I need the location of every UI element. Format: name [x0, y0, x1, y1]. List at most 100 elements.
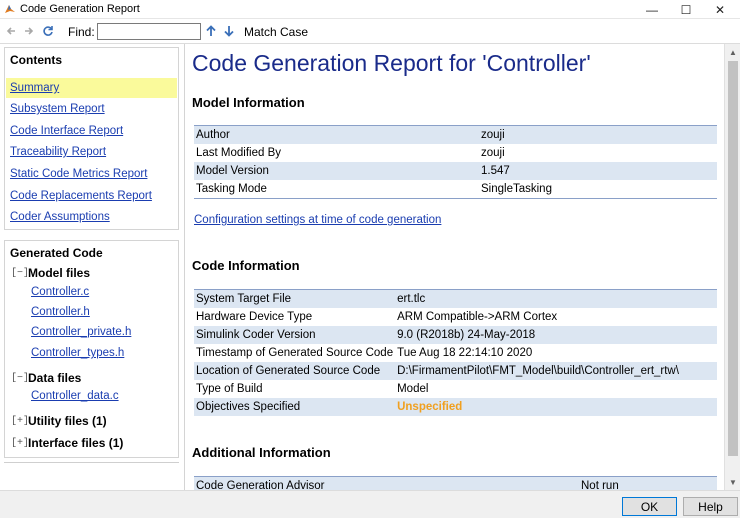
find-previous-button[interactable]	[203, 23, 219, 39]
help-button[interactable]: Help	[683, 497, 738, 516]
table-top-rule	[194, 476, 717, 477]
arrow-down-icon	[224, 26, 234, 37]
table-row: Simulink Coder Version 9.0 (R2018b) 24-M…	[194, 326, 717, 344]
match-case-toggle[interactable]: Match Case	[244, 25, 309, 39]
scroll-thumb[interactable]	[728, 61, 738, 456]
row-label: Author	[194, 126, 479, 144]
report-title: Code Generation Report for 'Controller'	[192, 50, 591, 76]
refresh-button[interactable]	[40, 23, 56, 39]
toolbar: Find: Match Case	[0, 20, 740, 44]
generated-code-panel: Generated Code [−] Model files Controlle…	[4, 240, 179, 458]
tree-label-data-files: Data files	[28, 371, 82, 385]
table-row: Location of Generated Source Code D:\Fir…	[194, 362, 717, 380]
nav-link-coder-assumptions[interactable]: Coder Assumptions	[10, 211, 110, 223]
tree-label-utility-files: Utility files (1)	[28, 414, 107, 428]
close-button[interactable]: ✕	[703, 0, 737, 19]
nav-link-summary[interactable]: Summary	[10, 82, 60, 94]
configuration-settings-link[interactable]: Configuration settings at time of code g…	[194, 214, 442, 226]
row-value: zouji	[481, 147, 505, 159]
ok-button[interactable]: OK	[622, 497, 677, 516]
table-row: Author zouji	[194, 126, 717, 144]
table-row: Code Generation Advisor Not run	[194, 477, 717, 490]
row-label: Location of Generated Source Code	[194, 362, 396, 380]
utility-files-expand-toggle[interactable]: [+]	[11, 416, 30, 427]
table-top-rule	[194, 125, 717, 126]
generated-code-title: Generated Code	[10, 246, 103, 260]
scroll-down-icon[interactable]: ▼	[729, 477, 737, 487]
row-value: Model	[397, 383, 429, 395]
dialog-button-bar: OK Help	[0, 490, 740, 518]
maximize-button[interactable]: ☐	[669, 0, 703, 19]
additional-information-heading: Additional Information	[192, 445, 331, 460]
forward-button[interactable]	[21, 23, 37, 39]
model-information-heading: Model Information	[192, 95, 305, 110]
back-button[interactable]	[3, 23, 19, 39]
file-link-controller-data-c[interactable]: Controller_data.c	[31, 390, 119, 402]
minimize-icon: —	[646, 2, 658, 17]
row-value: SingleTasking	[481, 183, 552, 195]
find-input[interactable]	[97, 23, 201, 40]
table-row: System Target File ert.tlc	[194, 290, 717, 308]
table-row: Type of Build Model	[194, 380, 717, 398]
panel-divider	[4, 462, 179, 463]
contents-panel: Contents Summary Subsystem Report Code I…	[4, 47, 179, 230]
row-value: ARM Compatible->ARM Cortex	[397, 311, 558, 323]
nav-link-traceability-report[interactable]: Traceability Report	[10, 146, 107, 158]
nav-link-code-replacements-report[interactable]: Code Replacements Report	[10, 190, 152, 202]
model-files-collapse-toggle[interactable]: [−]	[11, 268, 30, 279]
minimize-button[interactable]: —	[635, 0, 669, 19]
row-value: D:\FirmamentPilot\FMT_Model\build\Contro…	[395, 362, 717, 380]
tree-label-interface-files: Interface files (1)	[28, 436, 124, 450]
table-bottom-rule	[194, 198, 717, 199]
nav-link-static-code-metrics-report[interactable]: Static Code Metrics Report	[10, 168, 148, 180]
row-label: Type of Build	[196, 383, 263, 395]
table-row: Last Modified By zouji	[194, 144, 717, 162]
close-icon: ✕	[714, 2, 726, 17]
back-arrow-icon	[6, 27, 15, 35]
refresh-icon	[43, 26, 53, 36]
row-label: Last Modified By	[196, 147, 282, 159]
row-label: Timestamp of Generated Source Code	[196, 347, 394, 359]
window-title: Code Generation Report	[20, 3, 140, 15]
row-label: System Target File	[194, 290, 396, 308]
data-files-collapse-toggle[interactable]: [−]	[11, 373, 30, 384]
table-row: Hardware Device Type ARM Compatible->ARM…	[194, 308, 717, 326]
file-link-controller-private-h[interactable]: Controller_private.h	[31, 326, 132, 338]
forward-arrow-icon	[25, 27, 34, 35]
report-content: Code Generation Report for 'Controller' …	[184, 44, 740, 490]
table-row: Tasking Mode SingleTasking	[194, 180, 717, 198]
row-label: Code Generation Advisor	[194, 477, 579, 490]
row-label: Tasking Mode	[196, 183, 267, 195]
row-label: Model Version	[194, 162, 479, 180]
row-value: ert.tlc	[395, 290, 717, 308]
contents-title: Contents	[10, 53, 62, 67]
row-value: Tue Aug 18 22:14:10 2020	[397, 347, 533, 359]
nav-link-code-interface-report[interactable]: Code Interface Report	[10, 125, 124, 137]
find-next-button[interactable]	[221, 23, 237, 39]
code-information-table: System Target File ert.tlc Hardware Devi…	[194, 289, 717, 416]
file-link-controller-c[interactable]: Controller.c	[31, 286, 90, 298]
row-value: 1.547	[479, 162, 717, 180]
matlab-app-icon	[5, 5, 15, 13]
nav-link-subsystem-report[interactable]: Subsystem Report	[10, 103, 105, 115]
tree-label-model-files: Model files	[28, 266, 91, 280]
maximize-icon: ☐	[680, 2, 692, 17]
find-label: Find:	[68, 25, 95, 39]
objectives-status-value: Unspecified	[395, 398, 717, 416]
vertical-scrollbar[interactable]: ▲ ▼	[724, 44, 740, 490]
model-information-table: Author zouji Last Modified By zouji Mode…	[194, 125, 717, 199]
interface-files-expand-toggle[interactable]: [+]	[11, 438, 30, 449]
row-value: zouji	[479, 126, 717, 144]
file-link-controller-types-h[interactable]: Controller_types.h	[31, 347, 125, 359]
title-bar: Code Generation Report — ☐ ✕	[0, 0, 740, 19]
row-label: Simulink Coder Version	[194, 326, 396, 344]
table-row: Timestamp of Generated Source Code Tue A…	[194, 344, 717, 362]
row-value: 9.0 (R2018b) 24-May-2018	[395, 326, 717, 344]
file-link-controller-h[interactable]: Controller.h	[31, 306, 90, 318]
active-item-highlight	[6, 78, 177, 98]
code-information-heading: Code Information	[192, 258, 300, 273]
table-top-rule	[194, 289, 717, 290]
arrow-up-icon	[206, 25, 216, 36]
scroll-up-icon[interactable]: ▲	[729, 47, 737, 57]
row-label: Hardware Device Type	[196, 311, 313, 323]
